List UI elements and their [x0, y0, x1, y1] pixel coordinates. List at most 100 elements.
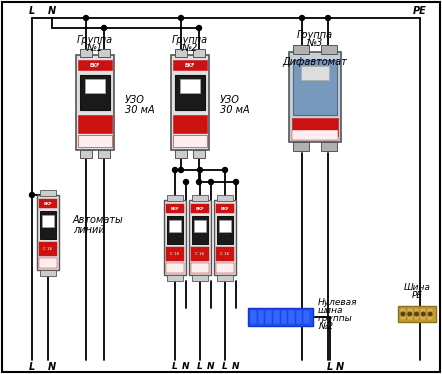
Circle shape [401, 312, 405, 316]
Bar [288, 310, 295, 324]
Circle shape [179, 15, 183, 21]
Text: №2: №2 [182, 43, 198, 53]
Bar [171, 55, 209, 150]
Bar [76, 55, 114, 150]
Bar [407, 308, 412, 320]
Text: Нулевая: Нулевая [318, 298, 358, 307]
Text: N: N [336, 362, 344, 372]
Bar [258, 310, 264, 324]
Text: EKF: EKF [221, 206, 229, 211]
Text: EKF: EKF [196, 206, 204, 211]
Bar [265, 310, 272, 324]
Bar [214, 200, 236, 275]
Bar [216, 263, 234, 273]
Text: Шина: Шина [404, 283, 431, 292]
Bar [173, 135, 207, 147]
Bar [414, 308, 419, 320]
Bar [321, 142, 337, 151]
Text: L: L [327, 362, 333, 372]
Bar [175, 75, 205, 110]
Bar [42, 215, 54, 227]
Text: C 16: C 16 [43, 247, 53, 251]
Text: EKF: EKF [44, 202, 52, 205]
Bar [193, 150, 205, 158]
Circle shape [30, 193, 34, 197]
Bar [167, 216, 183, 244]
Bar [420, 308, 426, 320]
Bar [78, 115, 112, 133]
Circle shape [197, 180, 202, 184]
Bar [192, 195, 208, 201]
Circle shape [102, 25, 107, 31]
Bar [175, 150, 187, 158]
Bar [167, 195, 183, 201]
Text: C 16: C 16 [221, 252, 230, 256]
Circle shape [222, 168, 228, 172]
Circle shape [197, 25, 202, 31]
Bar [191, 204, 209, 213]
Bar [398, 306, 436, 322]
Bar [216, 204, 234, 213]
Bar [78, 135, 112, 147]
Circle shape [422, 312, 425, 316]
Text: №1: №1 [87, 43, 103, 53]
Circle shape [233, 180, 239, 184]
Bar [301, 66, 329, 80]
Bar [39, 258, 57, 268]
Text: L: L [29, 362, 35, 372]
Circle shape [415, 312, 418, 316]
Bar [40, 211, 56, 239]
Bar [293, 142, 309, 151]
Circle shape [300, 15, 305, 21]
Bar [217, 275, 233, 281]
Bar [98, 150, 110, 158]
Text: №3: №3 [307, 38, 323, 48]
Bar [289, 52, 341, 142]
Text: C 16: C 16 [170, 252, 179, 256]
Bar [189, 200, 211, 275]
Text: Автоматы: Автоматы [73, 215, 124, 225]
Bar [169, 220, 181, 232]
Bar [39, 242, 57, 256]
Text: шина: шина [318, 306, 343, 315]
Bar [166, 204, 184, 213]
Bar [250, 310, 257, 324]
Bar [166, 247, 184, 261]
Text: L: L [172, 362, 178, 371]
Bar [219, 220, 231, 232]
Bar [85, 79, 105, 93]
Text: C 16: C 16 [195, 252, 205, 256]
Text: РЕ: РЕ [412, 291, 423, 300]
Text: PE: PE [413, 6, 427, 16]
Bar [40, 270, 56, 276]
Text: L: L [197, 362, 203, 371]
Text: Группа: Группа [77, 35, 113, 45]
Bar [303, 310, 310, 324]
Circle shape [428, 312, 432, 316]
Bar [167, 275, 183, 281]
Bar [248, 308, 313, 326]
Bar [217, 216, 233, 244]
Bar [191, 247, 209, 261]
Text: EKF: EKF [90, 62, 100, 67]
Circle shape [84, 15, 88, 21]
Circle shape [198, 168, 202, 172]
Bar [78, 60, 112, 70]
Bar [293, 60, 337, 115]
Bar [39, 199, 57, 208]
Text: N: N [48, 362, 56, 372]
Bar [321, 45, 337, 54]
Text: L: L [29, 6, 35, 16]
Text: УЗО: УЗО [125, 95, 145, 105]
Text: УЗО: УЗО [220, 95, 240, 105]
Bar [400, 308, 406, 320]
Bar [281, 310, 287, 324]
Text: N: N [48, 6, 56, 16]
Bar [192, 275, 208, 281]
Bar [217, 195, 233, 201]
Bar [80, 75, 110, 110]
Bar [296, 310, 302, 324]
Bar [193, 49, 205, 57]
Text: EKF: EKF [171, 206, 179, 211]
Circle shape [179, 168, 183, 172]
